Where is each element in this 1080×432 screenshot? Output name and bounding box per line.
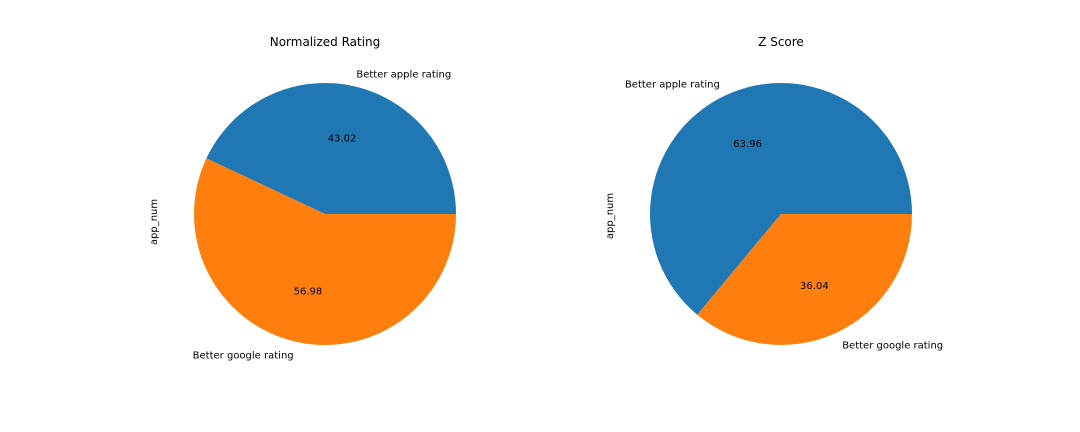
pie-slices <box>650 83 912 345</box>
pie-slice-better-google-rating <box>697 214 912 345</box>
chart-title: Z Score <box>758 35 804 49</box>
pie-category-label: Better google rating <box>842 340 943 351</box>
pie-percent-label: 56.98 <box>294 287 323 298</box>
pie-percent-label: 63.96 <box>733 139 762 150</box>
pie-chart-z-score: Z Score app_num 63.96 Better apple rating… <box>605 35 943 351</box>
pie-slices <box>194 83 456 345</box>
pie-slice-better-apple-rating <box>650 83 912 315</box>
pie-chart-normalized-rating: Normalized Rating app_num 43.02 Better ap… <box>149 35 456 362</box>
pie-labels: 63.96 Better apple rating 36.04 Better goog… <box>625 80 943 352</box>
pie-percent-label: 43.02 <box>328 133 357 144</box>
pie-slice-better-apple-rating <box>206 83 456 214</box>
y-axis-label: app_num <box>149 199 160 245</box>
pie-category-label: Better apple rating <box>356 69 451 80</box>
pie-labels: 43.02 Better apple rating 56.98 Better goog… <box>193 69 452 361</box>
pie-category-label: Better apple rating <box>625 80 720 91</box>
y-axis-label: app_num <box>605 193 616 239</box>
pie-percent-label: 36.04 <box>800 281 829 292</box>
pie-slice-better-google-rating <box>194 158 456 345</box>
chart-title: Normalized Rating <box>270 35 381 49</box>
pie-category-label: Better google rating <box>193 351 294 362</box>
